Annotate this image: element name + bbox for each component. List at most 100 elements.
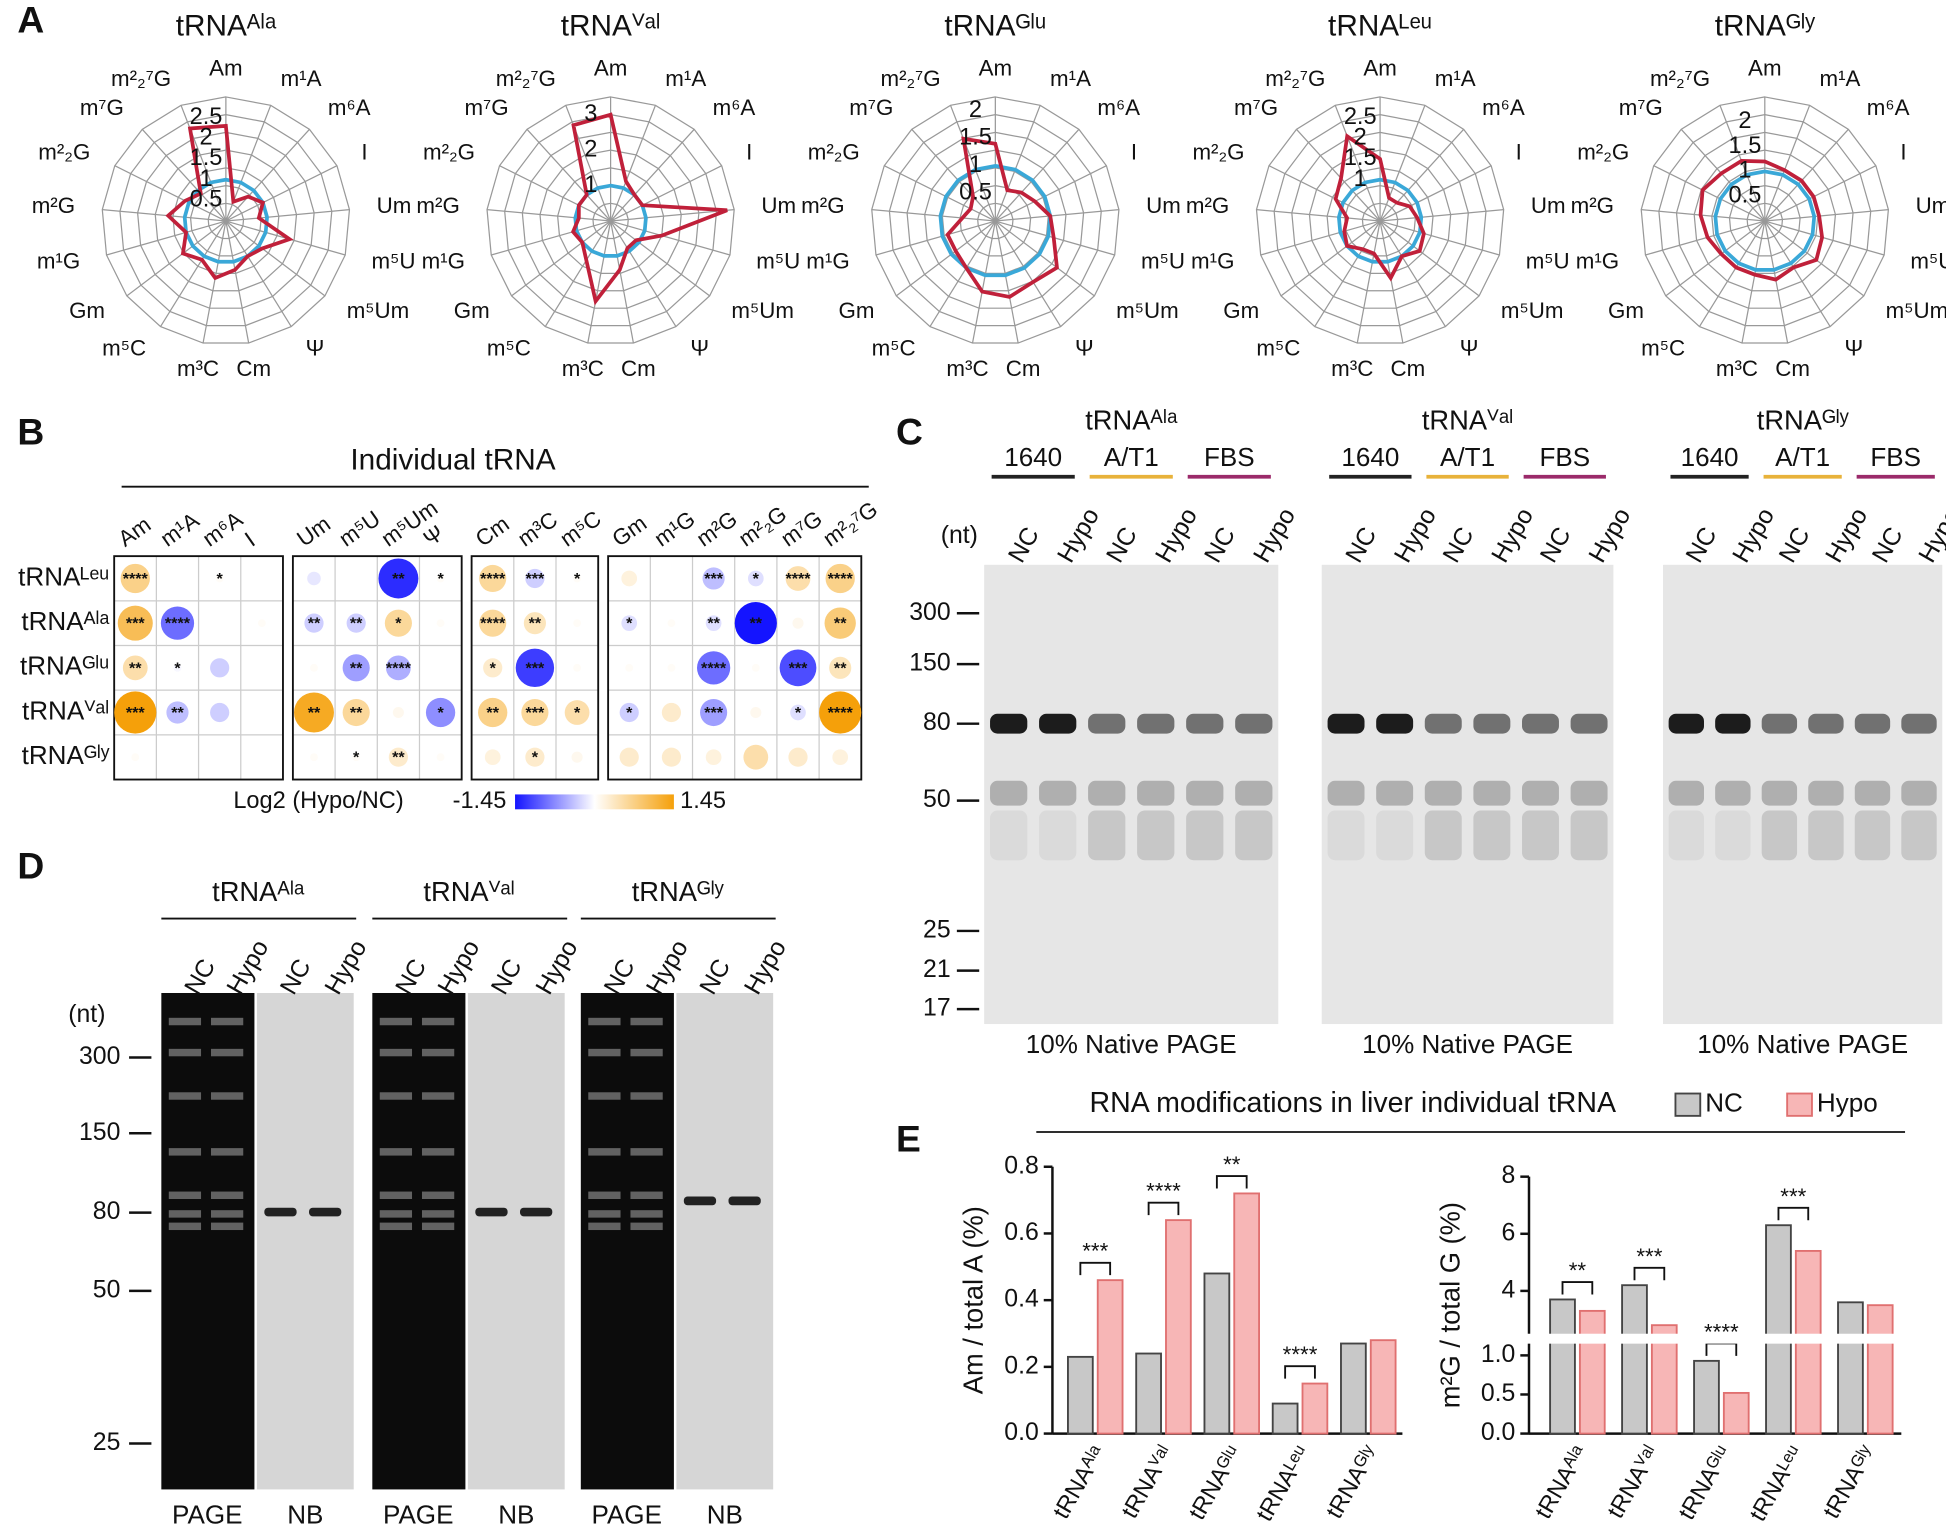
radar-axis-label: m⁵C [102,336,146,361]
significance: **** [1283,1342,1318,1367]
bubble [525,747,545,767]
bubble [696,651,731,685]
band [379,1210,413,1218]
radar-ring [1291,131,1469,309]
bubble [785,566,811,591]
significance: * [437,570,444,588]
row-label: tRNAᴸᵉᵘ [18,561,109,591]
lane-label: Hypo [1821,504,1873,568]
y-tick-label: 0.8 [1004,1152,1039,1179]
bubble [667,619,676,628]
row-label: tRNAᴳˡᵘ [20,651,109,681]
significance: ** [486,704,499,722]
band [1808,780,1844,806]
column-label: m³C [513,507,562,552]
radar-spoke [994,220,1019,344]
band [520,1207,553,1217]
significance: * [753,570,760,588]
radar-axis-label: m⁶A [713,95,756,120]
bubble [779,649,817,687]
radar-axis-label: I [361,139,367,164]
marker-label: 25 [93,1429,121,1456]
band [168,1092,202,1100]
bubble [310,663,318,672]
radar-spoke [202,220,227,344]
band [1088,810,1126,861]
lane-label: NC [1774,523,1815,568]
marker-label: 17 [923,995,951,1022]
marker-label: 25 [923,917,951,944]
lane-label: NC [695,955,736,1000]
significance: ** [308,704,321,722]
radar-tick-label: 1 [1354,165,1367,191]
radar-series [945,136,1059,299]
significance: ** [834,659,847,677]
radar-spoke [526,128,612,222]
bar [1549,1298,1576,1435]
column-label: m¹G [650,506,700,551]
bubble [342,698,370,727]
lane-label: NC [391,955,432,1000]
band [990,713,1028,734]
bubble [388,747,408,767]
radar-spoke [1764,220,1865,297]
radar-axis-label: m²₂⁷G [1650,66,1710,91]
lane-label: Hypo [1053,504,1105,568]
bubble [523,612,546,635]
page-gel [580,992,674,1490]
band [1327,810,1365,861]
band [421,1148,455,1156]
radar-spoke [610,105,657,222]
bubble [483,658,503,678]
radar-spoke [1379,220,1480,297]
radar-spoke [544,220,612,327]
radar-spoke [486,208,611,222]
band [210,1092,244,1100]
column-label: m¹A [156,507,204,551]
significance: * [217,570,224,588]
radar-spoke [1379,128,1465,222]
radar-series [165,123,294,281]
band [1327,713,1365,734]
bar [1301,1382,1329,1435]
gel-title: tRNAᴬˡᵃ [1085,404,1178,435]
unit-label: (nt) [68,1001,105,1028]
x-tick-label: tRNAᴬˡᵃ [1048,1441,1110,1523]
radar-ring [207,202,245,240]
bar [1369,1339,1397,1435]
radar-spoke [1356,220,1381,344]
band [210,1148,244,1156]
radar-tick-label: 0.5 [190,186,223,212]
radar-spoke [491,220,611,256]
band [630,1210,663,1218]
radar-axis-label: Gm [1223,298,1259,323]
significance: *** [525,659,545,677]
radar-axis-label: m⁷G [849,95,893,120]
group-label: A/T1 [1440,442,1495,472]
radar-spoke [1260,220,1381,256]
unit-label: (nt) [941,522,978,549]
band [588,1222,621,1231]
band [421,1092,455,1100]
page-gel [372,992,466,1490]
x-tick-label: tRNAᴳˡᵘ [1673,1441,1736,1524]
bubble [521,698,549,727]
column-label: m⁵C [555,506,605,552]
radar-axis-label: m²₂G [808,139,860,164]
band [1715,810,1751,861]
group-label: 1640 [1341,442,1399,472]
bar [1135,1352,1162,1435]
band [379,1017,413,1026]
band [1235,780,1273,806]
x-tick-label: tRNAᴬˡᵃ [1530,1441,1592,1523]
radar-axis-label: Ψ [1845,336,1864,361]
radar-ring [871,96,1120,344]
gel-footer: PAGE [592,1500,662,1530]
radar-axis-label: Um [377,193,412,218]
radar-axis-label: m⁵Um [1116,298,1179,323]
radar-axis-label: m¹G [806,248,849,273]
x-tick-label: tRNAᴳˡʸ [1818,1441,1880,1523]
radar-axis-label: Ψ [1075,336,1094,361]
group-label: A/T1 [1775,442,1830,472]
heatmap-title: Individual tRNA [350,444,555,477]
